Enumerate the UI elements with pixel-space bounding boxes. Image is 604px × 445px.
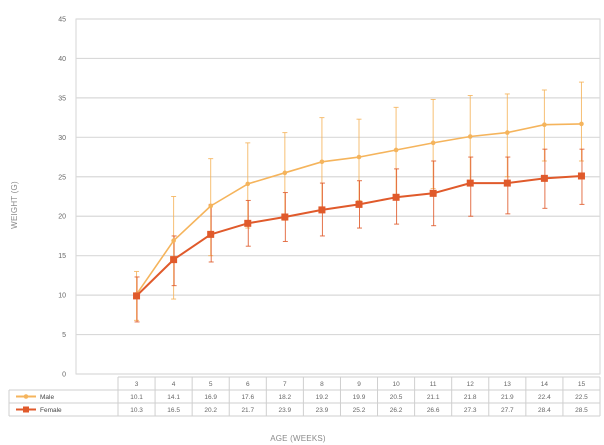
y-axis-title: WEIGHT (G) xyxy=(10,181,19,229)
data-point-male xyxy=(542,122,547,128)
legend-swatch-marker xyxy=(23,406,29,413)
table-cell: 20.2 xyxy=(204,407,217,414)
x-tick-label: 13 xyxy=(504,381,512,388)
x-tick-label: 15 xyxy=(578,381,586,388)
x-tick-label: 12 xyxy=(467,381,475,388)
table-cell: 25.2 xyxy=(353,407,366,414)
table-cell: 21.7 xyxy=(241,407,254,414)
x-tick-label: 4 xyxy=(172,381,176,388)
y-tick-label: 15 xyxy=(58,253,66,260)
data-point-male xyxy=(282,170,288,176)
y-axis-ticks: 0 5 10 15 20 25 30 35 40 45 xyxy=(58,17,66,379)
legend-label-male: Male xyxy=(40,394,54,401)
table-cell: 17.6 xyxy=(241,394,254,401)
x-tick-label: 5 xyxy=(209,381,213,388)
table-cell: 18.2 xyxy=(279,394,292,401)
table-cell: 28.4 xyxy=(538,407,551,414)
data-point-female xyxy=(133,292,141,300)
y-tick-label: 40 xyxy=(58,56,66,63)
data-table: 3 4 5 6 7 8 9 10 11 12 13 14 15 Male 10.1 14.1 16.9 17.6 1… xyxy=(8,376,601,417)
x-tick-label: 3 xyxy=(135,381,139,388)
data-point-male xyxy=(208,203,213,209)
y-tick-label: 20 xyxy=(58,214,66,221)
data-point-female xyxy=(170,256,178,264)
x-tick-label: 8 xyxy=(320,381,324,388)
x-tick-label: 6 xyxy=(246,381,250,388)
table-cell: 28.5 xyxy=(575,407,588,414)
data-point-female xyxy=(503,179,511,187)
table-cell: 23.9 xyxy=(316,407,329,414)
table-cell: 26.2 xyxy=(390,407,403,414)
data-point-male xyxy=(430,140,436,146)
data-point-male xyxy=(467,134,473,139)
y-tick-label: 35 xyxy=(58,95,66,102)
data-point-female xyxy=(392,193,400,201)
table-cell: 22.5 xyxy=(575,394,588,401)
data-point-male xyxy=(319,159,325,165)
x-tick-label: 14 xyxy=(541,381,549,388)
data-point-female xyxy=(466,179,474,187)
data-point-female xyxy=(281,213,289,221)
legend-swatch-marker xyxy=(23,394,29,399)
table-cell: 27.3 xyxy=(464,407,477,414)
data-point-male xyxy=(579,121,584,127)
gridlines xyxy=(75,18,601,375)
table-cell: 22.4 xyxy=(538,394,551,401)
table-cell: 19.9 xyxy=(353,394,366,401)
x-axis-title: AGE (WEEKS) xyxy=(270,434,326,443)
x-tick-label: 10 xyxy=(392,381,400,388)
x-tick-label: 11 xyxy=(430,381,437,388)
data-point-female xyxy=(207,230,215,238)
y-tick-label: 10 xyxy=(58,293,66,300)
table-cell: 20.5 xyxy=(390,394,403,401)
table-cell: 21.9 xyxy=(501,394,514,401)
data-point-female xyxy=(577,172,585,180)
data-point-female xyxy=(540,174,548,182)
x-tick-label: 7 xyxy=(283,381,287,388)
y-tick-label: 45 xyxy=(58,17,66,24)
table-cell: 19.2 xyxy=(316,394,329,401)
x-tick-label: 9 xyxy=(357,381,361,388)
table-cell: 16.5 xyxy=(167,407,180,414)
data-point-male xyxy=(393,147,399,153)
data-point-female xyxy=(244,219,252,227)
table-cell: 23.9 xyxy=(279,407,292,414)
table-cell: 16.9 xyxy=(204,394,217,401)
legend-label-female: Female xyxy=(40,407,62,414)
table-cell: 10.1 xyxy=(130,394,143,401)
y-tick-label: 0 xyxy=(62,372,66,379)
table-cell: 21.1 xyxy=(427,394,440,401)
table-cell: 26.6 xyxy=(427,407,440,414)
table-cell: 27.7 xyxy=(501,407,514,414)
table-cell: 14.1 xyxy=(167,394,180,401)
y-tick-label: 30 xyxy=(58,135,66,142)
y-tick-label: 5 xyxy=(62,332,66,339)
data-point-female xyxy=(429,189,437,197)
data-point-male xyxy=(245,181,251,187)
table-cell: 10.3 xyxy=(130,407,143,414)
data-point-female xyxy=(318,206,326,214)
data-point-male xyxy=(171,238,176,243)
y-tick-label: 25 xyxy=(58,174,66,181)
data-point-male xyxy=(356,154,362,160)
data-point-female xyxy=(355,200,363,208)
error-bars xyxy=(134,81,585,323)
series-markers xyxy=(133,121,585,300)
data-point-male xyxy=(505,130,510,135)
plot-frame xyxy=(75,18,601,375)
table-cell: 21.8 xyxy=(464,394,477,401)
